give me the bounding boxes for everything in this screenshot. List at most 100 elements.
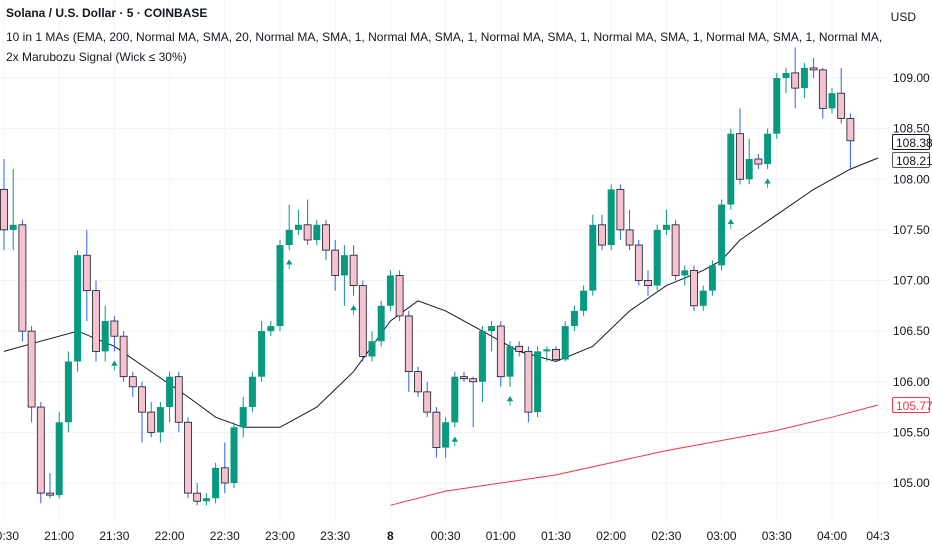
candle-body [386, 275, 394, 306]
candle-down [496, 321, 505, 387]
candle-up [718, 199, 726, 271]
candle-down [515, 341, 524, 357]
candle-body [653, 229, 661, 286]
candle-body [239, 407, 247, 428]
candle-body [358, 285, 367, 357]
price-tick-label: 105.00 [893, 476, 930, 490]
candle-down [423, 381, 432, 418]
candle-down [147, 402, 156, 438]
candle-body [147, 411, 156, 433]
candle-down [469, 376, 478, 428]
candle-body [818, 69, 827, 109]
candle-body [791, 72, 800, 89]
signal-arrow-up [111, 360, 118, 371]
candle-body [561, 326, 569, 360]
signal-markers-layer [111, 178, 771, 447]
candle-down [0, 159, 8, 251]
candle-down [193, 483, 202, 506]
price-tick-label: 109.00 [893, 71, 930, 85]
time-tick-label: 20:30 [0, 529, 19, 543]
currency-label[interactable]: USD [890, 10, 916, 24]
candle-body [340, 255, 348, 276]
candle-body [598, 224, 606, 246]
candle-body [800, 67, 808, 89]
candle-down [18, 219, 27, 342]
candle-body [184, 421, 192, 494]
candle-body [138, 386, 146, 413]
candle-up [9, 169, 17, 251]
candle-up [276, 240, 284, 332]
candle-body [552, 348, 560, 360]
candles-layer [0, 47, 855, 506]
candle-up [267, 321, 275, 337]
candle-up [340, 245, 348, 306]
candle-up [745, 138, 753, 185]
candle-up [313, 219, 321, 246]
candle-up [589, 214, 597, 296]
candle-body [727, 133, 735, 205]
candle-up [653, 224, 661, 291]
candle-down [138, 381, 146, 443]
symbol-title[interactable]: Solana / U.S. Dollar · 5 · COINBASE [6, 6, 208, 20]
candle-body [294, 224, 302, 230]
candle-body [276, 245, 284, 327]
price-tick-label: 105.50 [893, 425, 930, 439]
candle-up [386, 270, 394, 311]
candle-down [837, 67, 846, 124]
candle-body [166, 376, 174, 408]
time-tick-label: 02:30 [651, 529, 681, 543]
indicator-ma-legend[interactable]: 10 in 1 MAs (EMA, 200, Normal MA, SMA, 2… [6, 30, 886, 44]
candle-down [395, 270, 404, 321]
candle-body [46, 492, 54, 496]
candle-body [534, 351, 542, 413]
candle-up [368, 331, 376, 362]
signal-arrow-up [764, 178, 771, 189]
signal-arrow-up [506, 396, 514, 406]
candle-body [230, 427, 238, 483]
candle-up [828, 88, 836, 114]
candle-body [267, 326, 275, 332]
candle-body [101, 321, 109, 352]
candle-body [313, 224, 321, 240]
time-tick-label: 01:30 [541, 529, 571, 543]
candle-body [442, 422, 450, 448]
sma-20-line [3, 157, 879, 428]
candle-up [478, 326, 486, 402]
candle-up [202, 493, 210, 506]
indicator-marubozu-legend[interactable]: 2x Marubozu Signal (Wick ≤ 30%) [6, 50, 187, 64]
candle-up [764, 128, 772, 170]
candle-up [782, 67, 790, 94]
candle-body [837, 92, 846, 119]
price-tick-label: 108.50 [893, 122, 930, 136]
price-tick-label: 108.00 [893, 172, 930, 186]
candle-down [349, 245, 358, 296]
candle-up [543, 346, 551, 362]
ema200-price-tag: 105.77 [892, 397, 932, 413]
candle-down [174, 371, 183, 433]
candle-body [754, 158, 763, 165]
candle-down [303, 199, 312, 246]
candle-body [414, 371, 422, 393]
candle-body [745, 159, 753, 180]
candle-down [184, 417, 192, 499]
price-axis[interactable]: 109.00 108.50 108.00 107.50 107.00 106.50 106.… [893, 71, 930, 490]
candle-up [258, 321, 266, 382]
candle-body [9, 224, 17, 230]
time-tick-label: 00:30 [431, 529, 461, 543]
candle-body [368, 341, 376, 357]
candle-body [64, 361, 72, 423]
time-tick-label: 22:00 [155, 529, 185, 543]
price-tick-label: 106.00 [893, 375, 930, 389]
candle-body [469, 378, 478, 383]
candle-body [404, 315, 413, 373]
candle-up [451, 371, 459, 428]
candle-up [442, 417, 450, 458]
time-axis[interactable]: 20:30 21:00 21:30 22:00 22:30 23:00 23:30 8 00:3… [0, 529, 890, 543]
price-tick-label: 107.00 [893, 274, 930, 288]
candle-body [55, 422, 63, 496]
candle-up [488, 321, 496, 352]
candle-down [119, 331, 128, 382]
candle-body [828, 93, 836, 109]
time-tick-label: 23:30 [320, 529, 350, 543]
